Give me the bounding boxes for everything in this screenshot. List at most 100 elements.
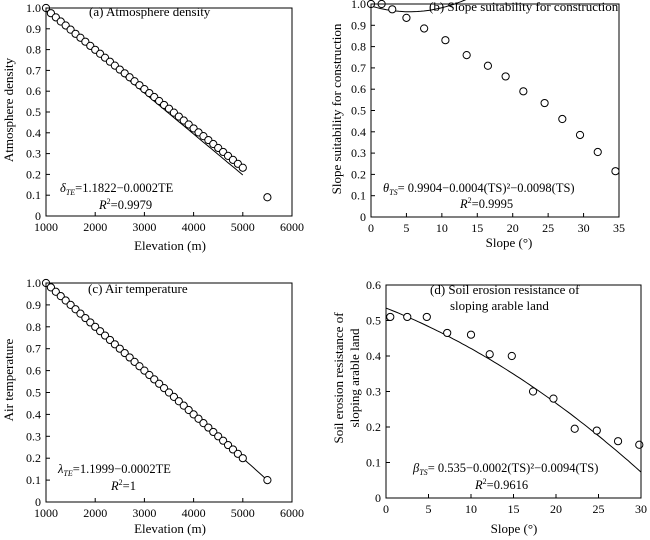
- panel-d-data-point: [570, 424, 579, 433]
- panel-a-title: (a) Atmosphere density: [89, 4, 211, 19]
- panel-b-y-tick-label: 0.9: [351, 18, 366, 32]
- panel-a-data-point: [263, 193, 272, 202]
- panel-b-y-tick-label: 0.4: [351, 125, 366, 139]
- panel-d-x-tick-label: 0: [383, 502, 389, 516]
- panel-b-slope-suitability: 0 5 10 15 20 25 30 35 0 0.1 0.2 0.3 0.4 0.5 0.6 0.7 0.8 0…: [329, 0, 625, 250]
- panel-a-y-tick-label: 0.1: [26, 188, 41, 202]
- panel-d-ticks: 0 5 10 15 20 25 30 0 0.1 0.2 0.3 0.4 0.5 0.6: [366, 278, 647, 516]
- panel-c-points: [41, 278, 272, 485]
- panel-b-ticks: 0 5 10 15 20 25 30 35 0 0.1 0.2 0.3 0.4 0.5 0.6 0.7 0.8 0…: [351, 0, 625, 235]
- panel-c-air-temperature: 1000 2000 3000 4000 5000 6000 0 0.1 0.2 0.3 0.4 0.5…: [1, 276, 304, 536]
- panel-d-data-point: [528, 387, 538, 396]
- panel-c-x-tick-label: 3000: [132, 506, 156, 520]
- panel-c-x-tick-label: 1000: [34, 506, 58, 520]
- panel-b-y-tick-label: 0.7: [351, 61, 366, 75]
- panel-b-y-tick-label: 0.5: [351, 104, 366, 118]
- panel-d-data-point: [635, 440, 644, 449]
- panel-b-title: (b) Slope suitability for construction: [429, 0, 619, 14]
- panel-c-y-tick-label: 0.1: [26, 473, 41, 487]
- panel-b-data-point: [558, 114, 567, 124]
- panel-a-y-tick-label: 0.4: [26, 126, 41, 140]
- panel-b-data-point: [501, 72, 510, 81]
- panel-b-data-point: [483, 61, 493, 70]
- panel-b-y-tick-label: 1.0: [351, 0, 366, 11]
- panel-c-title: (c) Air temperature: [88, 281, 188, 296]
- panel-d-y-tick-label: 0.3: [366, 385, 381, 399]
- panel-a-equation: δTE=1.1822−0.0002TE: [60, 181, 174, 197]
- panel-d-x-tick-label: 15: [508, 502, 520, 516]
- panel-c-y-tick-label: 0.4: [26, 407, 41, 421]
- panel-d-x-tick-label: 25: [593, 502, 605, 516]
- panel-d-plot-frame: [385, 284, 642, 499]
- panel-a-y-tick-label: 0.8: [26, 43, 41, 57]
- panel-a-y-tick-label: 0.3: [26, 147, 41, 161]
- panel-c-y-tick-label: 0.8: [26, 320, 41, 334]
- panel-a-y-tick-label: 0.2: [26, 167, 41, 181]
- panel-b-x-tick-label: 15: [471, 221, 483, 235]
- panel-b-data-point: [388, 5, 397, 14]
- panel-d-y-tick-label: 0.2: [366, 420, 381, 434]
- panel-d-data-point: [443, 328, 452, 338]
- panel-b-data-point: [540, 98, 549, 108]
- panel-d-data-point: [592, 426, 601, 435]
- panel-b-data-point: [593, 147, 602, 157]
- panel-d-x-tick-label: 30: [635, 502, 647, 516]
- panel-b-y-axis-label: Slope suitability for construction: [329, 23, 344, 194]
- panel-b-x-axis-label: Slope (°): [486, 235, 533, 250]
- panel-b-data-point: [575, 130, 585, 140]
- panel-b-data-point: [402, 13, 411, 22]
- panel-d-soil-erosion-resistance: 0 5 10 15 20 25 30 0 0.1 0.2 0.3 0.4 0.5 0.6 (d) Soil…: [331, 278, 647, 536]
- panel-c-y-axis-label: Air temperature: [1, 338, 16, 421]
- panel-b-x-tick-label: 10: [436, 221, 448, 235]
- panel-a-x-tick-label: 3000: [132, 220, 156, 234]
- panel-d-y-tick-label: 0: [375, 491, 381, 505]
- panel-d-points: [386, 312, 644, 449]
- panel-b-x-tick-label: 35: [613, 221, 625, 235]
- panel-b-data-point: [519, 87, 528, 96]
- panel-a-x-tick-label: 5000: [231, 220, 255, 234]
- panel-a-data-point: [238, 163, 247, 172]
- panel-d-y-tick-label: 0.6: [366, 278, 381, 292]
- panel-b-y-tick-label: 0.1: [351, 189, 366, 203]
- panel-b-x-tick-label: 25: [542, 221, 554, 235]
- panel-a-ticks: 1000 2000 3000 4000 5000 6000 0 0.1 0.2 0.3 0.4 0.5…: [26, 1, 304, 234]
- panel-a-y-tick-label: 0.5: [26, 105, 41, 119]
- panel-a-y-tick-label: 1.0: [26, 1, 41, 15]
- panel-b-points: [366, 0, 620, 176]
- panel-d-title-line-1: (d) Soil erosion resistance of: [430, 282, 580, 297]
- panel-a-atmosphere-density: 1000 2000 3000 4000 5000 6000 0 0.1 0.2 0.3 0.4 0.5…: [1, 1, 304, 253]
- panel-b-data-point: [611, 167, 620, 176]
- panel-c-y-tick-label: 0: [35, 495, 41, 509]
- panel-d-y-axis-label-line-1: Soil erosion resistance of: [331, 312, 346, 444]
- panel-a-x-tick-label: 2000: [83, 220, 107, 234]
- panel-c-x-tick-label: 5000: [231, 506, 255, 520]
- panel-a-points: [41, 3, 272, 202]
- panel-a-y-axis-label: Atmosphere density: [1, 57, 16, 162]
- panel-b-x-tick-label: 30: [578, 221, 590, 235]
- panel-b-equation: θTS= 0.9904−0.0004(TS)²−0.0098(TS): [383, 181, 575, 197]
- panel-b-y-tick-label: 0.3: [351, 146, 366, 160]
- panel-b-r-squared: R2=0.9995: [459, 196, 513, 211]
- panel-c-plot-frame: [45, 282, 293, 503]
- panel-c-r-squared: R2=1: [110, 478, 136, 493]
- panel-b-y-tick-label: 0: [360, 210, 366, 224]
- panel-a-y-tick-label: 0: [35, 209, 41, 223]
- panel-c-y-tick-label: 0.2: [26, 451, 41, 465]
- panel-b-data-point: [462, 51, 471, 60]
- panel-a-y-tick-label: 0.6: [26, 84, 41, 98]
- panel-a-r-squared: R2=0.9979: [98, 197, 152, 212]
- panel-b-x-tick-label: 20: [507, 221, 519, 235]
- panel-d-x-tick-label: 20: [550, 502, 562, 516]
- panel-d-data-point: [549, 394, 558, 403]
- panel-a-x-tick-label: 1000: [34, 220, 58, 234]
- panel-d-fit-line: [385, 307, 642, 473]
- panel-b-data-point: [420, 24, 429, 33]
- panel-d-y-tick-label: 0.5: [366, 314, 381, 328]
- panel-b-fit-line: [370, 0, 467, 13]
- panel-d-data-point: [466, 330, 476, 339]
- panel-d-title-line-2: sloping arable land: [450, 298, 549, 313]
- panel-a-plot-frame: [45, 7, 293, 217]
- panel-b-x-tick-label: 5: [403, 221, 409, 235]
- panel-a-x-axis-label: Elevation (m): [134, 238, 206, 253]
- panel-a-y-tick-label: 0.7: [26, 63, 41, 77]
